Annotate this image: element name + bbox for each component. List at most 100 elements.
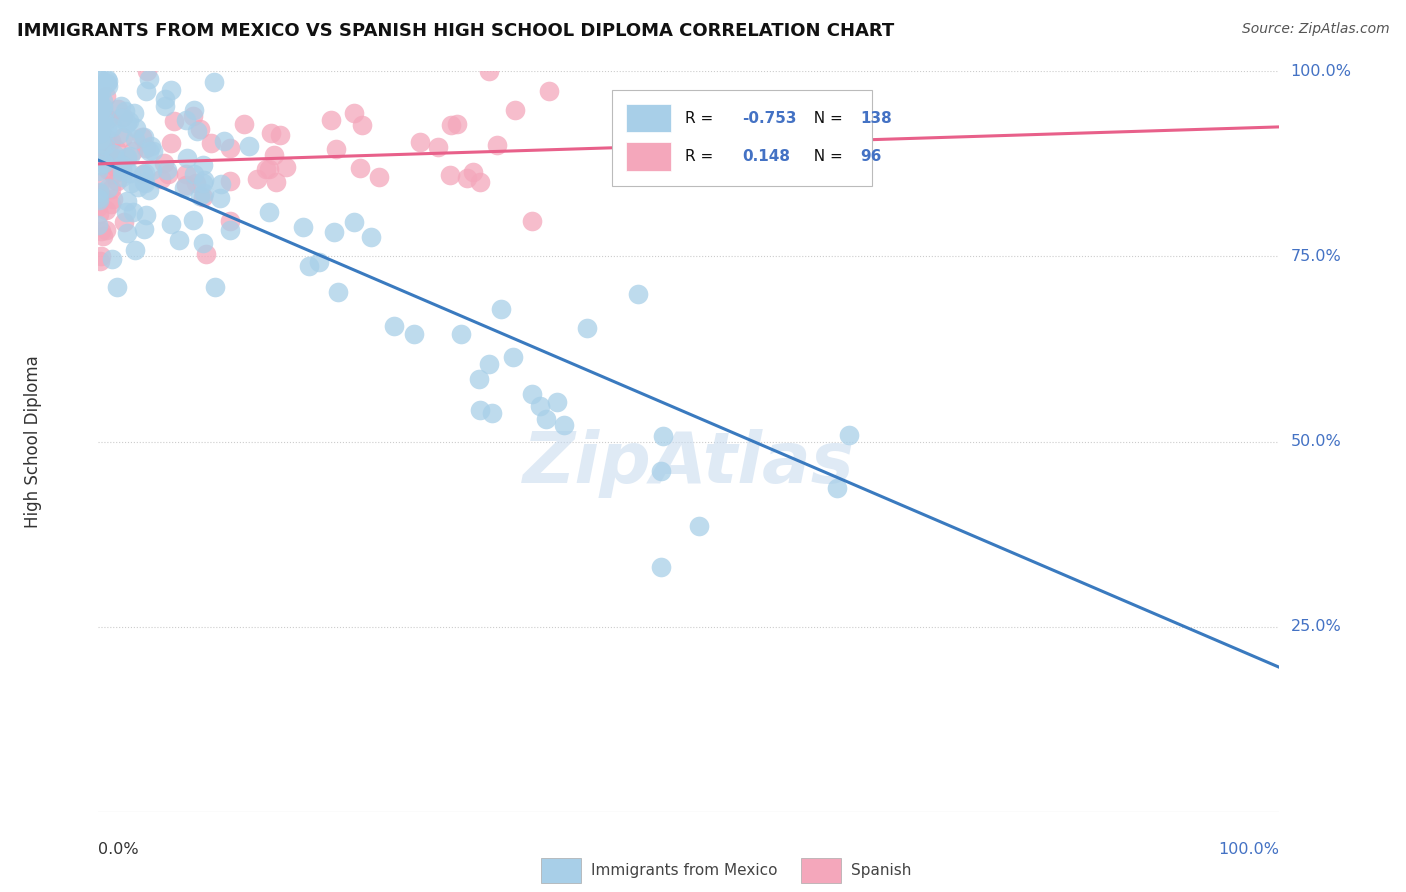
Point (87, 96, 110, 111)
Point (156, 162, 179, 177)
Point (138, 183, 160, 197)
Point (520, 387, 543, 401)
Point (485, 137, 508, 152)
Point (218, 223, 240, 237)
Point (352, 118, 374, 132)
Point (183, 167, 205, 181)
Point (107, 127, 129, 141)
Point (183, 212, 205, 227)
Point (89, 175, 111, 189)
Point (650, 560, 672, 574)
Text: Immigrants from Mexico: Immigrants from Mexico (591, 863, 778, 878)
Point (620, 139, 643, 153)
Point (132, 168, 155, 182)
Point (90, 101, 112, 115)
Point (157, 167, 180, 181)
Point (87, 101, 110, 115)
Point (111, 129, 134, 144)
Point (131, 130, 153, 145)
Point (111, 158, 134, 172)
Point (263, 148, 285, 162)
Point (121, 205, 143, 219)
Point (153, 156, 176, 170)
Point (138, 144, 160, 158)
Point (218, 214, 240, 228)
Point (456, 170, 478, 185)
Text: 0.148: 0.148 (742, 149, 790, 164)
Point (827, 481, 849, 495)
Point (186, 124, 208, 138)
Point (87, 139, 110, 153)
Point (260, 127, 283, 141)
Point (93, 107, 115, 121)
Point (87, 147, 110, 161)
Point (298, 259, 321, 273)
Point (97, 112, 120, 126)
Point (195, 246, 218, 260)
Point (89, 123, 111, 137)
Point (91, 100, 114, 114)
Point (124, 243, 146, 257)
Text: N =: N = (803, 111, 848, 126)
Point (90, 135, 112, 149)
Text: N =: N = (803, 149, 848, 164)
Point (111, 161, 134, 176)
Point (188, 188, 211, 202)
Point (193, 190, 215, 204)
FancyBboxPatch shape (612, 90, 872, 186)
Point (94, 89, 117, 103)
Point (174, 178, 197, 193)
Point (89, 150, 111, 164)
Point (308, 254, 330, 268)
Point (105, 174, 128, 188)
Point (110, 99, 132, 113)
Point (132, 222, 155, 236)
Point (87, 88, 110, 103)
Point (191, 157, 214, 171)
Point (142, 145, 165, 159)
Point (343, 215, 366, 229)
Text: High School Diploma: High School Diploma (24, 355, 42, 528)
Point (93, 112, 115, 127)
Point (439, 119, 461, 133)
Text: Spanish: Spanish (851, 863, 911, 878)
Point (219, 140, 242, 154)
Point (409, 135, 432, 149)
Text: ZipAtlas: ZipAtlas (523, 429, 855, 499)
Point (132, 174, 155, 188)
Point (96, 71, 118, 86)
Point (89, 158, 111, 172)
Point (93, 228, 115, 243)
Point (89, 106, 111, 120)
Point (173, 181, 195, 195)
Point (553, 417, 575, 432)
Point (651, 428, 673, 442)
Point (87, 78, 110, 93)
Point (103, 146, 125, 161)
Point (450, 326, 472, 341)
Point (111, 110, 134, 124)
Point (89, 186, 111, 201)
Point (328, 285, 350, 300)
Point (97, 73, 120, 87)
Point (135, 64, 157, 78)
Point (183, 109, 205, 123)
Point (91, 101, 114, 115)
Point (118, 166, 141, 180)
Point (630, 152, 652, 166)
Point (575, 321, 598, 335)
Point (382, 318, 405, 333)
Point (323, 225, 346, 239)
Point (97, 181, 120, 195)
Text: 100.0%: 100.0% (1291, 64, 1351, 78)
Point (219, 174, 242, 188)
Point (91, 95, 114, 109)
Point (167, 233, 190, 247)
Point (114, 162, 136, 177)
Point (489, 302, 512, 317)
Point (87, 96, 110, 111)
Point (104, 152, 127, 166)
Point (115, 227, 138, 241)
Point (439, 168, 461, 182)
Point (534, 412, 557, 426)
